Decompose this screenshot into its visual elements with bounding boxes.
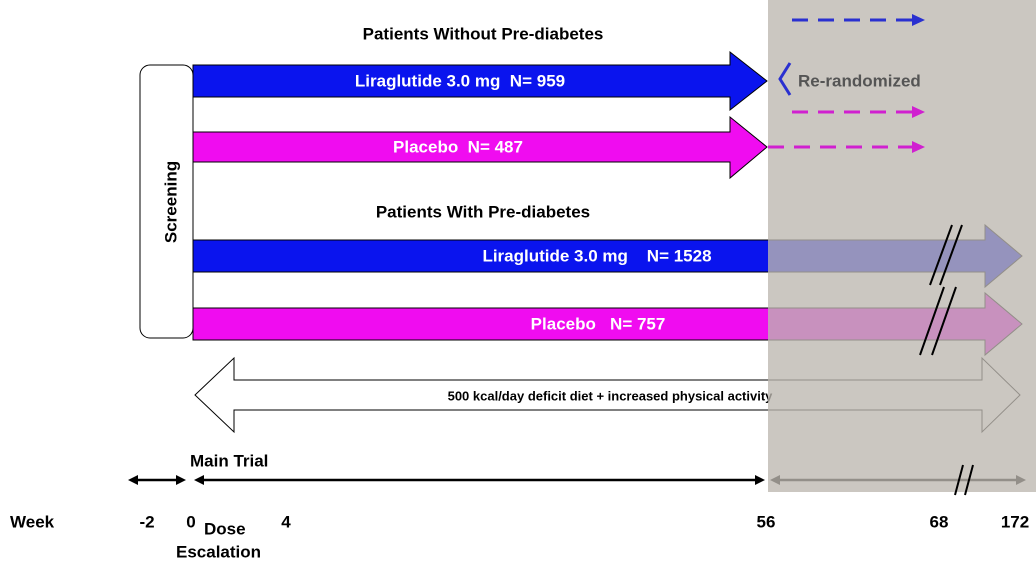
arm-label: Placebo N= 757 — [531, 314, 666, 333]
escalation-label: Escalation — [176, 542, 261, 561]
week-tick: 68 — [930, 512, 949, 531]
group-title: Patients Without Pre-diabetes — [363, 24, 604, 43]
week-tick: 4 — [281, 512, 291, 531]
week-tick: 56 — [757, 512, 776, 531]
diet-label: 500 kcal/day deficit diet + increased ph… — [448, 388, 774, 403]
week-tick: 172 — [1001, 512, 1029, 531]
rerandomized-label: Re-randomized — [798, 71, 921, 90]
arm-label: Liraglutide 3.0 mg N= 1528 — [482, 246, 711, 265]
arrowhead — [912, 141, 925, 153]
break-marks — [919, 224, 974, 496]
main-trial-label: Main Trial — [190, 451, 268, 470]
bracket — [778, 62, 792, 96]
arm-arrow — [192, 115, 768, 180]
extension-shade — [768, 0, 1036, 492]
arm-arrow — [192, 50, 768, 112]
screening-box — [139, 64, 194, 339]
week-title: Week — [10, 512, 55, 531]
arm-label: Placebo N= 487 — [393, 137, 523, 156]
group-title: Patients With Pre-diabetes — [376, 202, 590, 221]
week-tick: 0 — [186, 512, 195, 531]
week-tick: -2 — [139, 512, 154, 531]
arm-label: Liraglutide 3.0 mg N= 959 — [355, 71, 565, 90]
arrowhead — [912, 106, 925, 118]
screening-label: Screening — [161, 161, 180, 243]
arrowhead — [912, 14, 925, 26]
rerandomized-arrows — [768, 18, 915, 149]
dose-label: Dose — [204, 519, 246, 538]
